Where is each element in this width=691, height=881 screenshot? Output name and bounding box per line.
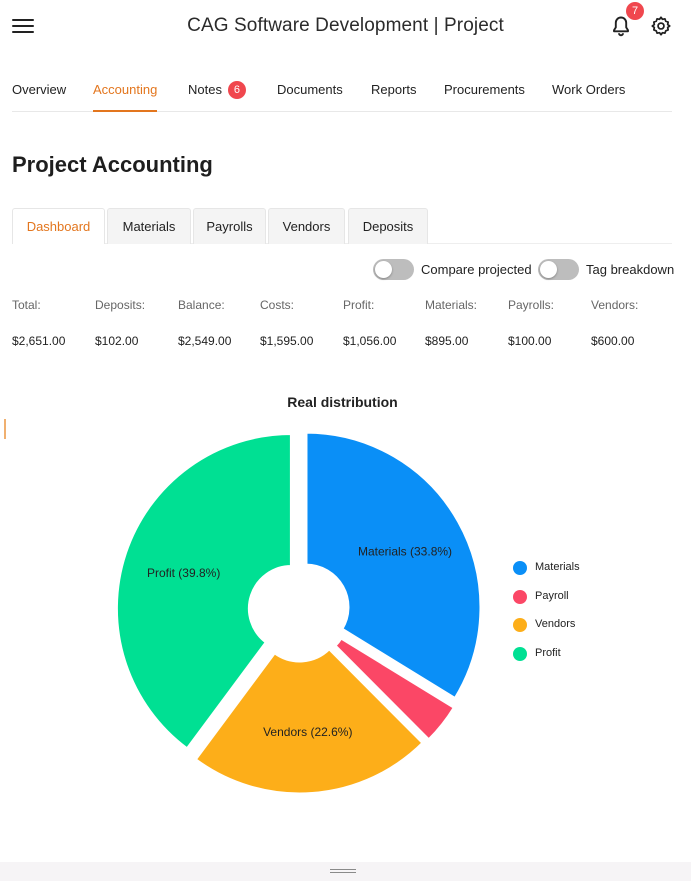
notifications-button[interactable]: 7 [609,2,644,38]
summary-balance: Balance: $2,549.00 [178,298,260,348]
legend-label: Vendors [535,618,576,630]
legend-dot-icon [513,618,527,632]
summary-label: Materials: [425,298,478,312]
summary-profit: Profit: $1,056.00 [343,298,425,348]
settings-button[interactable] [650,15,672,37]
summary-value: $1,595.00 [260,334,314,348]
subtab-payrolls[interactable]: Payrolls [193,208,266,244]
summary-value: $2,651.00 [12,334,66,348]
compare-projected-toggle[interactable] [373,259,414,280]
pie-slice-materials[interactable] [304,430,483,701]
legend-dot-icon [513,646,527,661]
legend-label: Payroll [535,589,569,602]
tab-work-orders[interactable]: Work Orders [552,82,626,97]
gear-icon [651,16,671,36]
summary-vendors: Vendors: $600.00 [591,298,673,348]
pie-slice-vendors[interactable] [193,647,425,796]
summary-value: $2,549.00 [178,334,232,348]
summary-payrolls: Payrolls: $100.00 [508,298,590,348]
subtab-deposits[interactable]: Deposits [348,208,428,244]
subtab-vendors[interactable]: Vendors [268,208,345,244]
summary-value: $100.00 [508,334,552,348]
bell-icon [613,16,629,37]
pie-slice-payroll[interactable] [333,636,456,742]
notifications-badge: 7 [626,2,644,20]
tag-breakdown-label: Tag breakdown [586,262,675,277]
summary-label: Total: [12,298,41,312]
pie-label-profit: Profit (39.8%) [147,566,220,580]
resize-handle-icon[interactable] [330,869,356,875]
tab-documents[interactable]: Documents [277,82,343,97]
summary-label: Vendors: [591,298,639,312]
compare-projected-label: Compare projected [421,262,532,277]
main-nav: Overview Accounting Notes 6 Documents Rep… [12,80,672,112]
tab-notes[interactable]: Notes 6 [188,81,246,112]
summary-costs: Costs: $1,595.00 [260,298,342,348]
legend-label: Materials [535,561,580,573]
tag-breakdown-row: Tag breakdown [538,258,678,282]
subtab-dashboard[interactable]: Dashboard [12,208,105,244]
app-title: CAG Software Development | Project [187,15,504,36]
summary-total: Total: $2,651.00 [12,298,94,348]
tab-notes-label: Notes [188,82,222,97]
summary-label: Profit: [343,298,375,312]
legend-dot-icon [513,589,527,604]
tab-overview[interactable]: Overview [12,82,67,97]
summary-deposits: Deposits: $102.00 [95,298,177,348]
accounting-subtabs: Dashboard Materials Payrolls Vendors Dep… [12,208,672,244]
tab-accounting[interactable]: Accounting [93,82,158,112]
tab-procurements[interactable]: Procurements [444,82,525,97]
menu-icon[interactable] [12,16,34,36]
summary-label: Payrolls: [508,298,555,312]
subtab-materials[interactable]: Materials [107,208,191,244]
summary-label: Deposits: [95,298,146,312]
pie-label-materials: Materials (33.8%) [358,545,452,559]
page-title: Project Accounting [12,152,213,177]
scroll-indicator [4,419,6,439]
notes-badge: 6 [227,81,246,99]
summary-value: $600.00 [591,334,635,348]
bottom-bar [0,862,691,881]
pie-label-vendors: Vendors (22.6%) [263,725,352,739]
tab-reports[interactable]: Reports [371,82,417,97]
summary-label: Balance: [178,298,225,312]
summary-value: $102.00 [95,334,139,348]
legend-dot-icon [513,561,527,575]
summary-value: $1,056.00 [343,334,397,348]
top-bar: CAG Software Development | Project 7 [0,0,691,54]
compare-projected-row: Compare projected [373,258,543,282]
tag-breakdown-toggle[interactable] [538,259,579,280]
chart-title: Real distribution [287,394,398,410]
legend-label: Profit [535,646,561,659]
summary-label: Costs: [260,298,295,312]
summary-materials: Materials: $895.00 [425,298,507,348]
summary-value: $895.00 [425,334,469,348]
pie-chart: Materials (33.8%) Vendors (22.6%) Profit (… [114,430,483,796]
pie-slice-profit[interactable] [114,431,293,751]
